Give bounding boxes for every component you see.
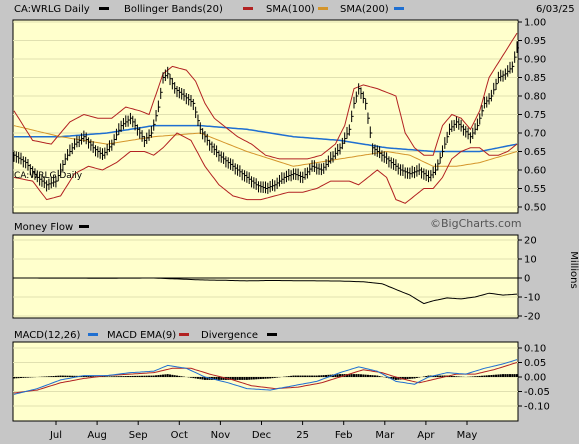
macd-panel-background xyxy=(12,341,519,422)
price-y-axis: 1.00 0.95 0.90 0.85 0.80 0.75 0.70 0.65 0.60 0.55… xyxy=(518,18,546,214)
macd-y-tick-label: 0.05 xyxy=(524,358,546,369)
macd-label: MACD(12,26) xyxy=(14,330,81,341)
price-y-tick-label: 0.65 xyxy=(524,147,546,158)
money-flow-line xyxy=(14,277,518,305)
price-y-tick-label: 0.55 xyxy=(524,184,546,195)
sma200-line xyxy=(14,124,518,153)
date-label: 6/03/25 xyxy=(536,4,575,15)
x-tick-label: Mar xyxy=(375,430,395,441)
macd-line xyxy=(13,359,518,395)
x-tick-label: May xyxy=(457,430,478,441)
x-tick-label: Sep xyxy=(129,430,148,441)
bollinger-upper-line xyxy=(13,32,518,160)
money-flow-series-line xyxy=(14,277,518,305)
money-flow-y-tick-label: -10 xyxy=(524,293,540,304)
money-flow-panel-background xyxy=(12,234,519,319)
symbol-label: CA:WRLG Daily xyxy=(14,4,90,15)
x-tick-label: 25 xyxy=(296,430,309,441)
x-tick-label: Aug xyxy=(87,430,107,441)
price-y-tick-label: 0.50 xyxy=(524,203,546,214)
legend-swatch-sma200 xyxy=(394,7,404,10)
money-flow-y-tick-label: 20 xyxy=(524,236,537,247)
money-flow-swatch xyxy=(79,225,89,228)
macd-y-tick-label: -0.05 xyxy=(524,387,550,398)
divergence-swatch xyxy=(267,333,277,336)
price-y-tick-label: 0.80 xyxy=(524,92,546,103)
bigcharts-watermark: ©BigCharts.com xyxy=(430,217,522,230)
money-flow-y-tick-label: 10 xyxy=(524,255,537,266)
x-tick-label: Oct xyxy=(171,430,188,441)
divergence-label: Divergence xyxy=(201,330,258,341)
money-flow-y-tick-label: 0 xyxy=(524,274,530,285)
legend-label-bollinger: Bollinger Bands(20) xyxy=(124,4,223,15)
money-flow-units-label: Millions xyxy=(568,251,579,288)
price-y-tick-label: 0.75 xyxy=(524,110,546,121)
macd-lines xyxy=(13,359,518,395)
money-flow-label: Money Flow xyxy=(14,222,73,233)
legend-label-sma200: SMA(200) xyxy=(340,4,389,15)
x-tick-label: Dec xyxy=(252,430,271,441)
price-y-tick-label: 0.60 xyxy=(524,166,546,177)
price-y-tick-label: 0.85 xyxy=(524,73,546,84)
legend-swatch-bollinger xyxy=(99,7,109,10)
macd-ema-line xyxy=(13,362,518,394)
price-y-tick-label: 0.70 xyxy=(524,129,546,140)
macd-ema-label: MACD EMA(9) xyxy=(107,330,176,341)
money-flow-y-axis: 20 10 0 -10 -20 xyxy=(518,236,540,323)
macd-y-tick-label: 0.10 xyxy=(524,344,546,355)
x-axis: Jul Aug Sep Oct Nov Dec 25 Feb Mar Apr May xyxy=(49,421,477,441)
macd-y-tick-label: -0.10 xyxy=(524,402,550,413)
bollinger-lower-line xyxy=(13,132,518,204)
money-flow-y-tick-label: -20 xyxy=(524,312,540,323)
sma100-line xyxy=(13,125,518,167)
x-tick-label: Feb xyxy=(335,430,353,441)
legend-swatch-sma100 xyxy=(243,7,253,10)
macd-y-tick-label: 0.00 xyxy=(524,373,546,384)
price-bars xyxy=(13,41,519,194)
legend-swatch-sma100-line xyxy=(318,7,328,10)
price-y-tick-label: 0.95 xyxy=(524,36,546,47)
price-overlay-lines xyxy=(13,32,518,204)
macd-y-axis: 0.10 0.05 0.00 -0.05 -0.10 xyxy=(518,344,550,413)
macd-ema-swatch xyxy=(88,333,98,336)
chart-symbol-watermark: CA:WRLG Daily xyxy=(14,171,83,181)
divergence-swatch-red xyxy=(179,333,189,336)
x-tick-label: Nov xyxy=(211,430,231,441)
price-y-tick-label: 1.00 xyxy=(524,18,546,29)
x-tick-label: Apr xyxy=(417,430,435,441)
legend-label-sma100: SMA(100) xyxy=(266,4,315,15)
price-panel-background xyxy=(12,19,519,214)
x-tick-label: Jul xyxy=(49,430,62,441)
price-y-tick-label: 0.90 xyxy=(524,55,546,66)
